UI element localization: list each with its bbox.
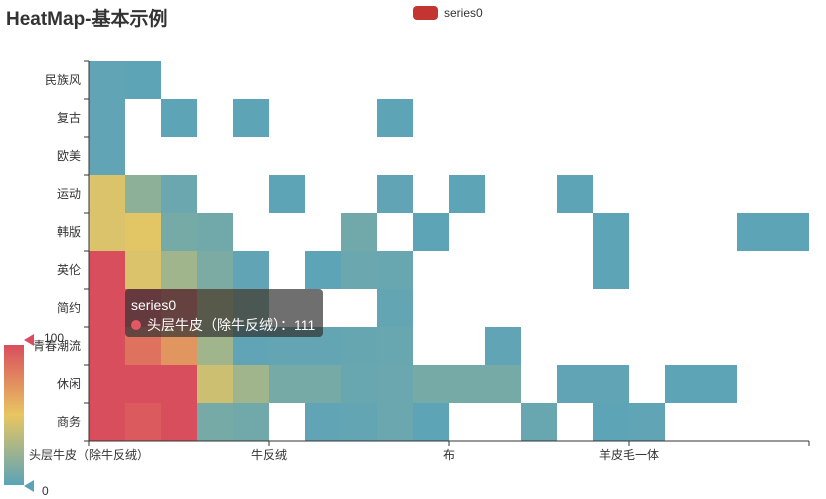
heatmap-cell[interactable] <box>593 213 629 251</box>
heatmap-cell[interactable] <box>377 327 413 365</box>
heatmap-cell[interactable] <box>197 213 233 251</box>
heatmap-cell[interactable] <box>125 61 161 99</box>
x-tick-label: 羊皮毛一体 <box>599 447 659 462</box>
tooltip-item: 头层牛皮（除牛反绒）：111 <box>147 317 316 333</box>
heatmap-cell[interactable] <box>377 403 413 441</box>
heatmap-cell[interactable] <box>125 403 161 441</box>
tooltip: series0 头层牛皮（除牛反绒）：111 <box>125 289 323 337</box>
legend-label: series0 <box>444 6 483 20</box>
heatmap-cell[interactable] <box>269 365 305 403</box>
heatmap-cell[interactable] <box>233 251 269 289</box>
heatmap-cell[interactable] <box>377 365 413 403</box>
heatmap-cell[interactable] <box>449 175 485 213</box>
heatmap-cell[interactable] <box>89 327 125 365</box>
heatmap-cell[interactable] <box>233 403 269 441</box>
visual-map-bar[interactable] <box>4 345 24 485</box>
x-tick-label: 牛反绒 <box>251 447 287 462</box>
heatmap-cell[interactable] <box>125 175 161 213</box>
heatmap-cell[interactable] <box>737 213 773 251</box>
legend-swatch-icon <box>413 6 438 20</box>
heatmap-cell[interactable] <box>305 251 341 289</box>
y-tick-label: 韩版 <box>57 224 81 239</box>
heatmap-cell[interactable] <box>413 213 449 251</box>
visual-map-min-label: 0 <box>42 484 49 498</box>
heatmap-cell[interactable] <box>197 251 233 289</box>
heatmap-cell[interactable] <box>701 365 737 403</box>
heatmap-cell[interactable] <box>593 403 629 441</box>
heatmap-cell[interactable] <box>593 365 629 403</box>
heatmap-cell[interactable] <box>125 213 161 251</box>
heatmap-cell[interactable] <box>161 403 197 441</box>
y-tick-label: 商务 <box>57 414 81 429</box>
y-tick-label: 民族风 <box>45 73 81 87</box>
heatmap-cell[interactable] <box>161 175 197 213</box>
heatmap-cell[interactable] <box>305 365 341 403</box>
heatmap-cell[interactable] <box>89 137 125 175</box>
heatmap-cell[interactable] <box>377 251 413 289</box>
heatmap-cell[interactable] <box>89 365 125 403</box>
heatmap-cell[interactable] <box>593 251 629 289</box>
heatmap-cell[interactable] <box>305 403 341 441</box>
y-tick-label: 休闲 <box>57 377 81 391</box>
y-tick-label: 简约 <box>57 300 81 315</box>
heatmap-cell[interactable] <box>341 251 377 289</box>
heatmap-cell[interactable] <box>89 175 125 213</box>
heatmap-cell[interactable] <box>197 403 233 441</box>
heatmap-cell[interactable] <box>773 213 809 251</box>
chart-title: HeatMap-基本示例 <box>6 9 168 30</box>
heatmap-cell[interactable] <box>341 213 377 251</box>
y-tick-label: 运动 <box>57 187 81 201</box>
visual-map-min-handle-icon[interactable] <box>24 480 34 492</box>
tooltip-series: series0 <box>131 297 177 313</box>
heatmap-cell[interactable] <box>449 365 485 403</box>
heatmap-cell[interactable] <box>161 365 197 403</box>
heatmap-cell[interactable] <box>89 251 125 289</box>
visual-map <box>4 334 34 492</box>
heatmap-cells <box>89 61 809 441</box>
heatmap-cell[interactable] <box>341 365 377 403</box>
visual-map-max-label: 100 <box>44 331 65 345</box>
heatmap-cell[interactable] <box>89 61 125 99</box>
heatmap-cell[interactable] <box>89 403 125 441</box>
heatmap-cell[interactable] <box>413 365 449 403</box>
heatmap-cell[interactable] <box>125 251 161 289</box>
y-tick-label: 欧美 <box>57 149 81 163</box>
heatmap-cell[interactable] <box>161 251 197 289</box>
x-tick-label: 头层牛皮（除牛反绒） <box>29 447 149 462</box>
heatmap-cell[interactable] <box>197 365 233 403</box>
heatmap-cell[interactable] <box>665 365 701 403</box>
x-tick-label: 布 <box>443 448 455 462</box>
y-tick-label: 复古 <box>57 110 81 125</box>
heatmap-cell[interactable] <box>341 403 377 441</box>
y-tick-label: 英伦 <box>57 262 81 277</box>
heatmap-cell[interactable] <box>233 99 269 137</box>
heatmap-cell[interactable] <box>485 365 521 403</box>
heatmap-cell[interactable] <box>89 213 125 251</box>
heatmap-cell[interactable] <box>269 175 305 213</box>
y-tick-label: 青春潮流 <box>33 338 81 353</box>
heatmap-cell[interactable] <box>341 327 377 365</box>
heatmap-cell[interactable] <box>161 99 197 137</box>
heatmap-cell[interactable] <box>233 365 269 403</box>
heatmap-cell[interactable] <box>377 99 413 137</box>
heatmap-cell[interactable] <box>125 365 161 403</box>
tooltip-row: 头层牛皮（除牛反绒）：111 <box>131 315 317 335</box>
heatmap-cell[interactable] <box>557 365 593 403</box>
heatmap-cell[interactable] <box>161 213 197 251</box>
heatmap-cell[interactable] <box>413 403 449 441</box>
heatmap-cell[interactable] <box>485 327 521 365</box>
heatmap-cell[interactable] <box>557 175 593 213</box>
visual-map-max-handle-icon[interactable] <box>24 334 34 346</box>
heatmap-cell[interactable] <box>89 99 125 137</box>
heatmap-cell[interactable] <box>377 289 413 327</box>
heatmap-cell[interactable] <box>377 175 413 213</box>
heatmap-cell[interactable] <box>629 403 665 441</box>
legend[interactable]: series0 <box>413 6 483 20</box>
tooltip-dot-icon <box>131 320 141 330</box>
heatmap-cell[interactable] <box>521 403 557 441</box>
heatmap-cell[interactable] <box>89 289 125 327</box>
